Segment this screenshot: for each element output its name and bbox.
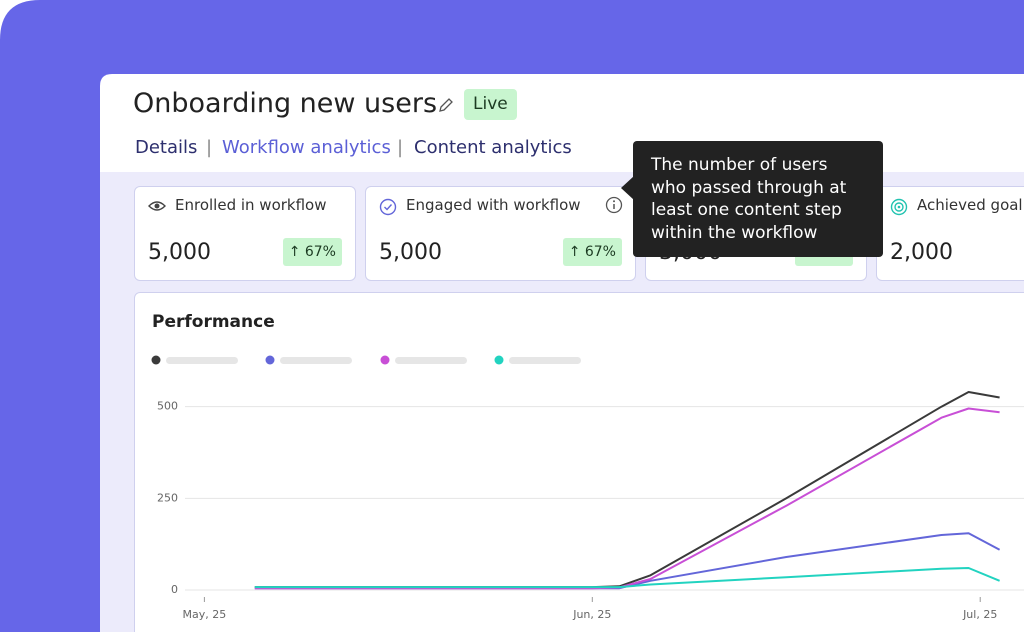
series-line — [254, 532, 1001, 590]
page-title: Onboarding new users — [133, 88, 438, 119]
card-label: Enrolled in workflow — [175, 196, 327, 214]
check-icon — [379, 198, 397, 216]
legend-dot — [151, 355, 161, 365]
stat-card: Engaged with workflow 5,000 ↑ 67% — [365, 186, 636, 281]
card-value: 5,000 — [148, 240, 211, 265]
card-label: Achieved goal — [917, 196, 1023, 214]
edit-icon[interactable] — [437, 96, 455, 114]
info-icon[interactable] — [605, 196, 623, 214]
x-tick-label: Jun, 25 — [572, 608, 611, 621]
legend-placeholder — [395, 357, 467, 364]
stat-card: Enrolled in workflow 5,000 ↑ 67% — [134, 186, 356, 281]
card-value: 5,000 — [379, 240, 442, 265]
series-line — [254, 567, 1000, 589]
card-value: 2,000 — [890, 240, 953, 265]
goal-icon — [890, 198, 908, 216]
series-line — [254, 391, 1000, 589]
tooltip: The number of users who passed through a… — [633, 141, 883, 257]
x-tick-label: Jul, 25 — [962, 608, 997, 621]
y-tick-label: 500 — [157, 400, 178, 413]
tooltip-arrow — [621, 176, 634, 200]
change-badge: ↑ 67% — [562, 238, 622, 266]
chart-title: Performance — [152, 312, 275, 332]
separator: | — [397, 137, 404, 158]
tab-active[interactable]: Workflow analytics — [222, 137, 391, 158]
change-badge: ↑ 67% — [282, 238, 342, 266]
chart-card — [134, 292, 1024, 632]
separator: | — [206, 137, 213, 158]
status-badge: Live — [464, 89, 517, 120]
legend-placeholder — [509, 357, 581, 364]
x-tick-label: May, 25 — [183, 608, 227, 621]
legend-placeholder — [280, 357, 352, 364]
series-line — [254, 407, 1000, 590]
eye-icon — [148, 201, 166, 211]
card-label: Engaged with workflow — [406, 196, 581, 214]
y-tick-label: 0 — [171, 583, 178, 596]
legend-dot — [494, 355, 504, 365]
y-tick-label: 250 — [157, 491, 178, 504]
tab[interactable]: Content analytics — [414, 137, 572, 158]
legend-dot — [380, 355, 390, 365]
legend-placeholder — [166, 357, 238, 364]
stat-card: Achieved goal 2,000 — [876, 186, 1024, 281]
legend-dot — [265, 355, 275, 365]
tab[interactable]: Details — [135, 137, 198, 158]
